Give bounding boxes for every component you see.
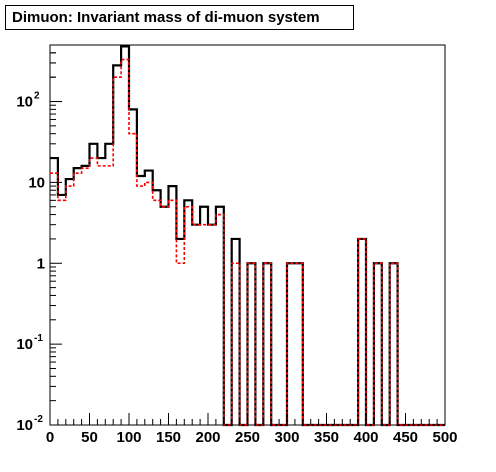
series-2-outline	[50, 58, 445, 426]
series-layer	[50, 45, 445, 427]
x-tick-label: 450	[393, 429, 418, 446]
x-tick-label: 100	[116, 429, 141, 446]
x-tick-label: 200	[195, 429, 220, 446]
y-tick-label: 1	[37, 255, 45, 272]
chart-title: Dimuon: Invariant mass of di-muon system	[5, 5, 354, 30]
x-tick-label: 400	[353, 429, 378, 446]
series-2	[50, 58, 445, 426]
x-tick-label: 0	[46, 429, 54, 446]
x-tick-label: 350	[314, 429, 339, 446]
x-tick-label: 250	[235, 429, 260, 446]
y-tick-label-exponent: 2	[34, 91, 40, 102]
y-tick-label-exponent: -1	[34, 333, 43, 344]
x-tick-label: 300	[274, 429, 299, 446]
x-tick-label: 50	[81, 429, 98, 446]
y-tick-label: 10	[16, 94, 33, 111]
y-tick-label: 10	[16, 417, 33, 434]
y-tick-label-exponent: -2	[34, 414, 43, 425]
y-tick-label: 10	[16, 336, 33, 353]
x-tick-label: 500	[432, 429, 457, 446]
y-tick-label: 10	[28, 174, 45, 191]
x-tick-label: 150	[156, 429, 181, 446]
